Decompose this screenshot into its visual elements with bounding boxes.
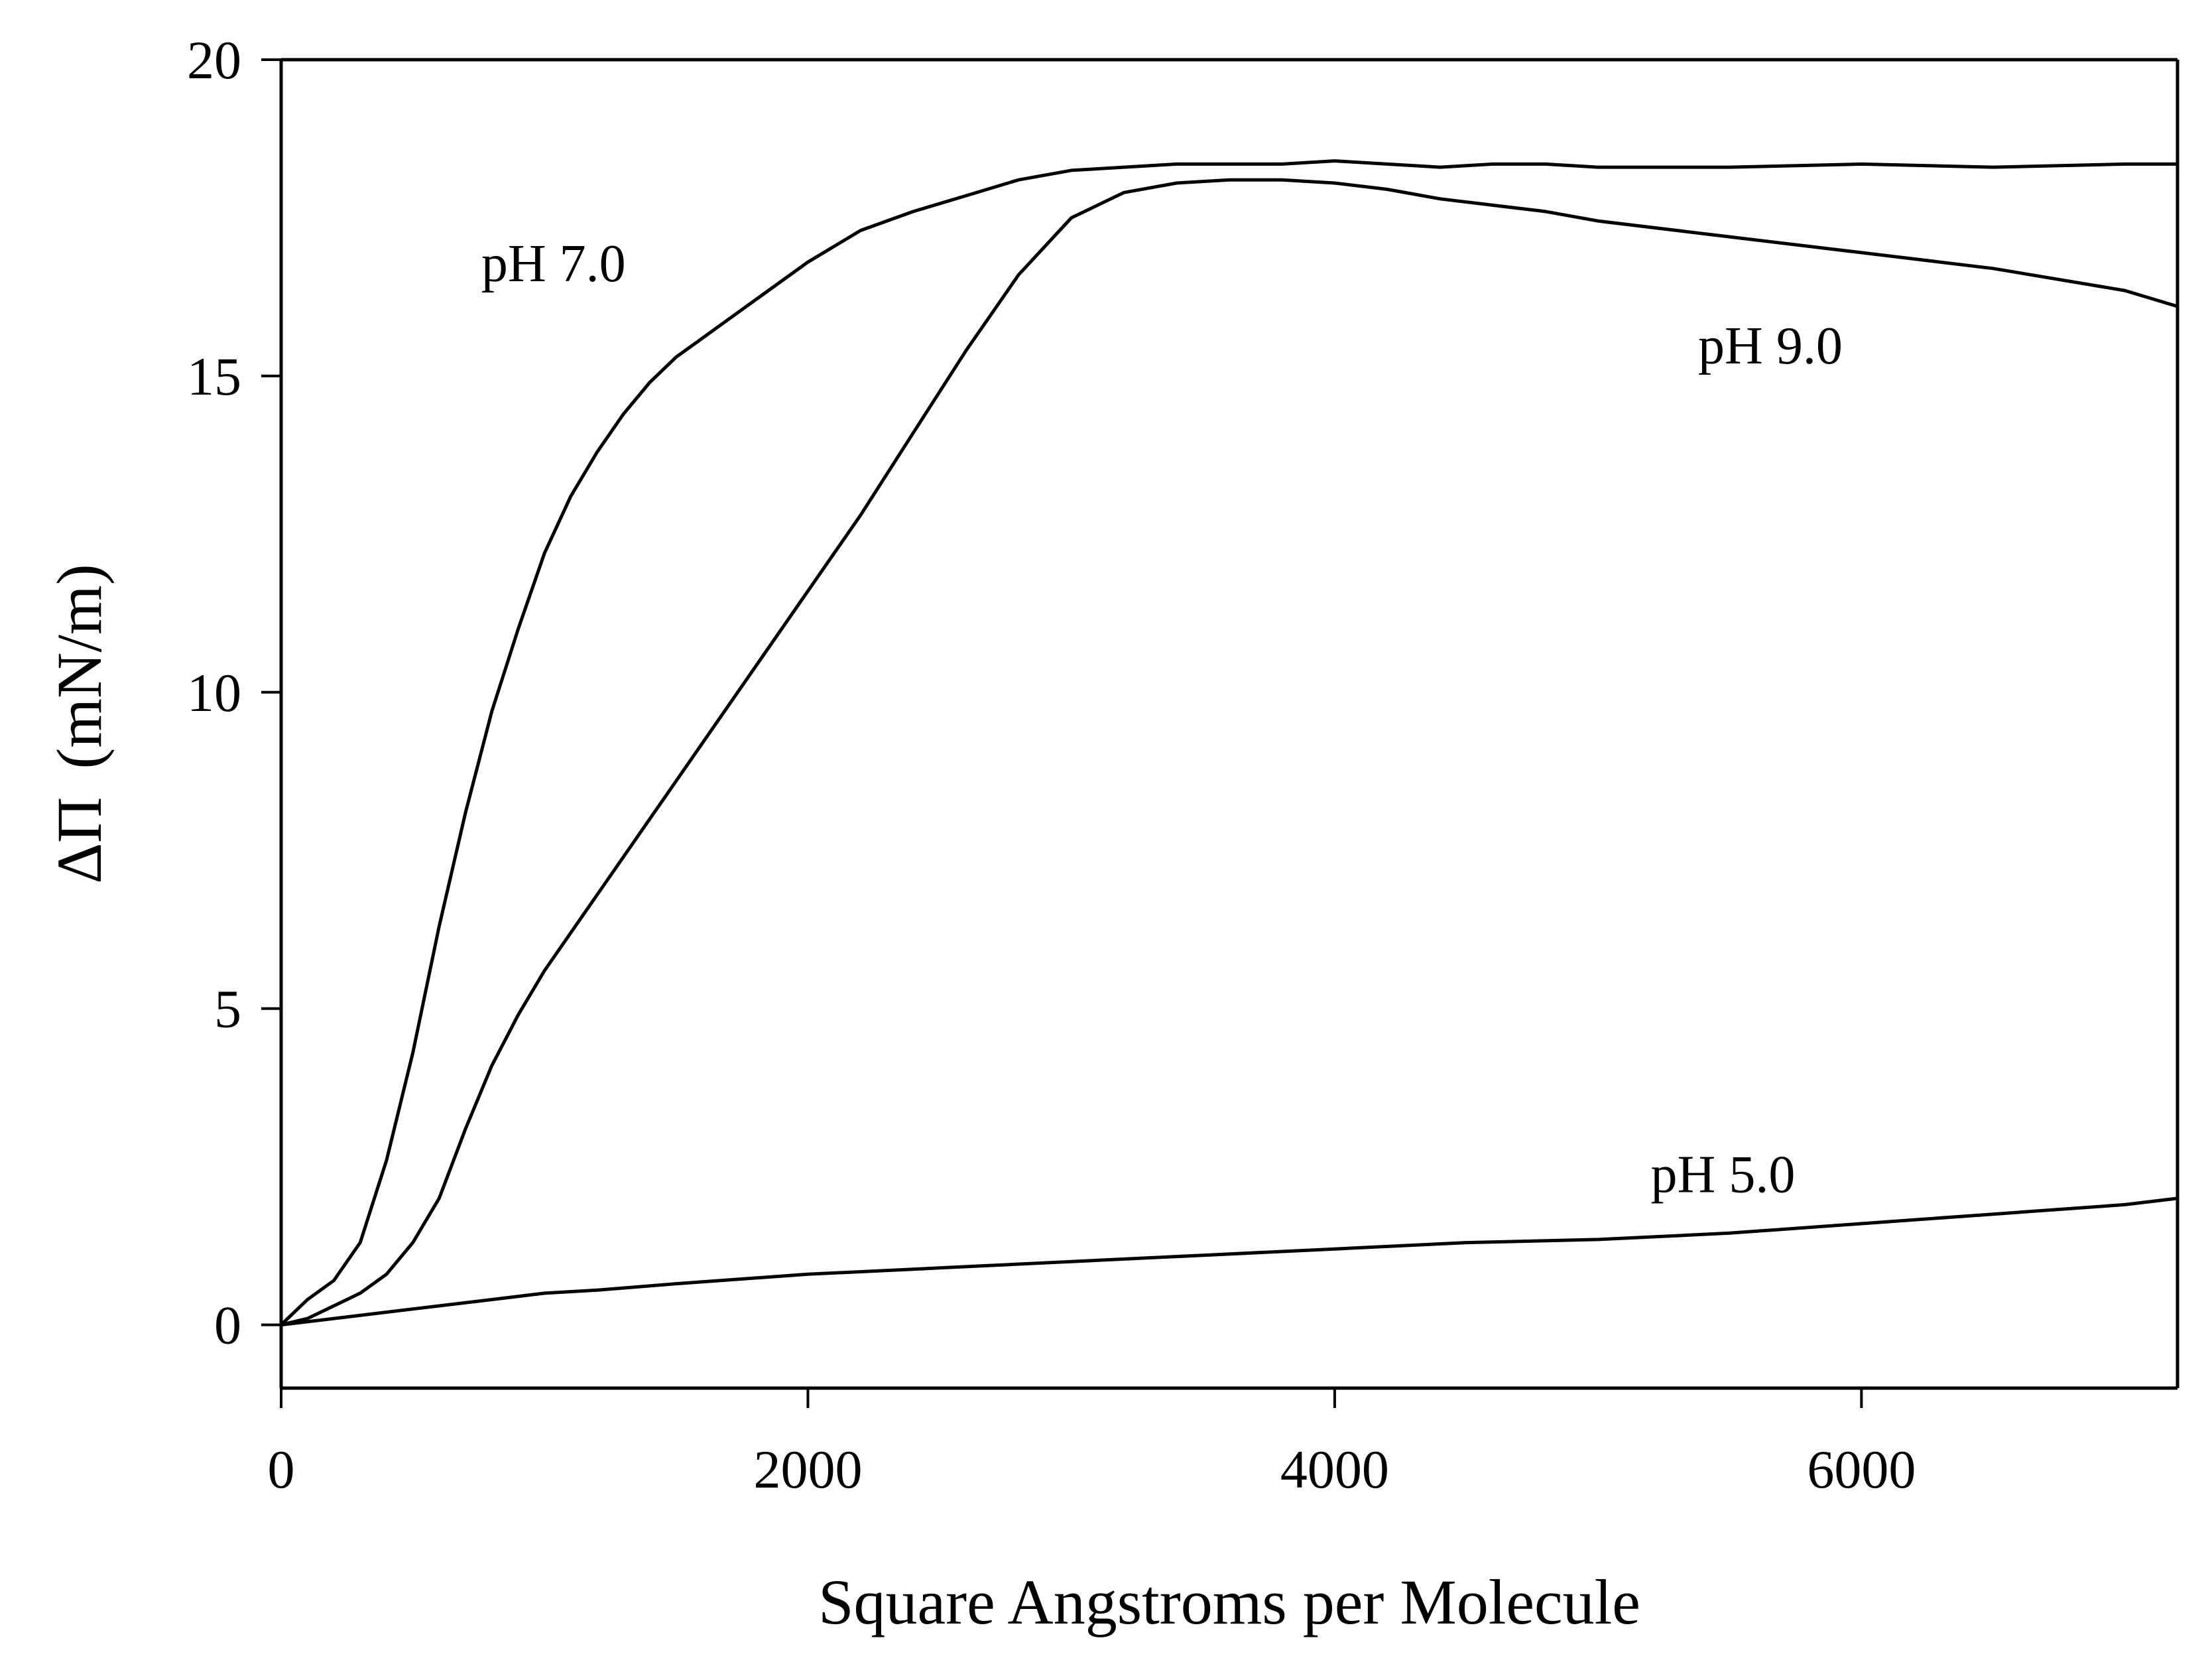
- y-axis-title: ΔΠ (mN/m): [44, 564, 115, 883]
- y-tick-label: 0: [214, 1295, 241, 1356]
- series-label-ph-9-0: pH 9.0: [1698, 317, 1843, 375]
- y-tick-label: 10: [187, 663, 241, 723]
- series-label-ph-7-0: pH 7.0: [481, 235, 626, 293]
- series-label-ph-5-0: pH 5.0: [1651, 1145, 1796, 1204]
- y-tick-label: 20: [187, 30, 241, 90]
- y-axis-symbol: ΔΠ: [44, 797, 115, 884]
- x-tick-label: 0: [268, 1439, 295, 1500]
- y-axis-unit: (mN/m): [44, 564, 115, 769]
- y-ticks: 0 5 10 15 20: [187, 30, 281, 1356]
- series-group: [279, 159, 2180, 1327]
- x-axis-title: Square Angstroms per Molecule: [818, 1567, 1640, 1637]
- x-tick-label: 6000: [1807, 1439, 1916, 1500]
- series-labels: pH 7.0 pH 9.0 pH 5.0: [481, 235, 1843, 1204]
- plot-area: 0 2000 4000 6000 0 5 10 15 20 pH 7.0 pH 9.0 pH 5.…: [187, 30, 2180, 1500]
- series-line-ph-9-0: [279, 178, 2180, 1327]
- series-line-ph-5-0: [279, 1196, 2180, 1327]
- x-tick-label: 4000: [1280, 1439, 1389, 1500]
- y-tick-label: 5: [214, 979, 241, 1039]
- series-line-ph-7-0: [279, 159, 2180, 1327]
- x-ticks: 0 2000 4000 6000: [268, 1388, 1916, 1500]
- y-tick-label: 15: [187, 346, 241, 407]
- x-tick-label: 2000: [753, 1439, 862, 1500]
